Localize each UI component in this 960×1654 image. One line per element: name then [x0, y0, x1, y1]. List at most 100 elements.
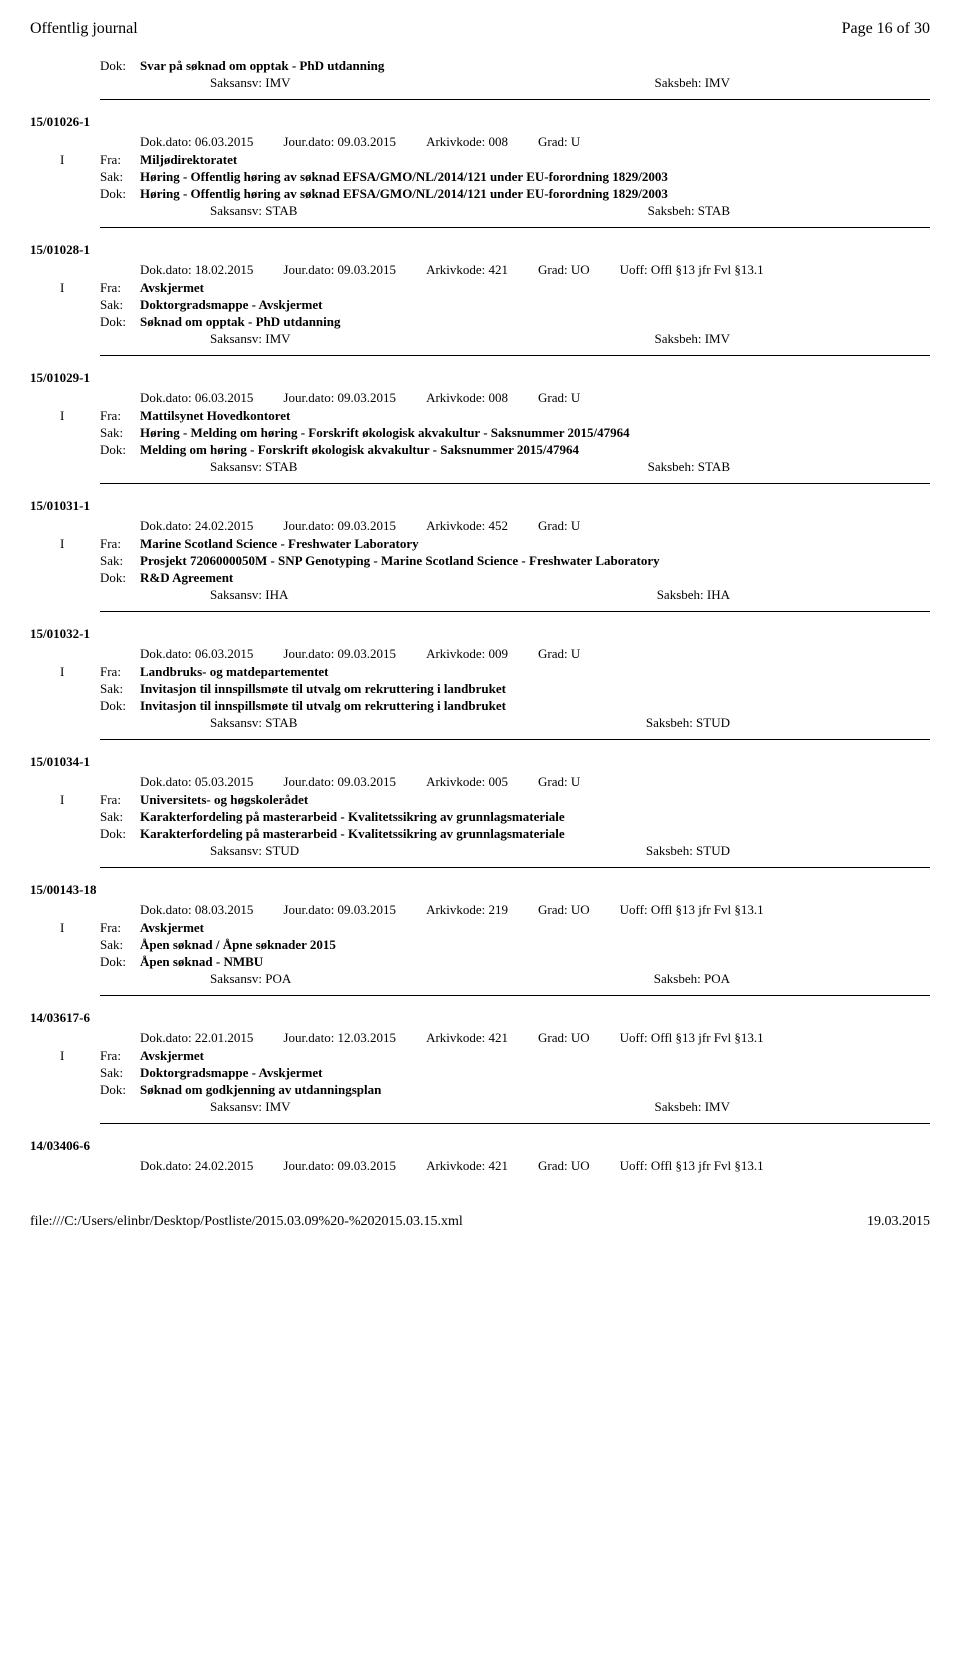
dok-label: Dok: [100, 442, 140, 458]
saksansv: Saksansv: STAB [210, 459, 297, 475]
page-footer: file:///C:/Users/elinbr/Desktop/Postlist… [30, 1214, 930, 1230]
sak-value: Høring - Offentlig høring av søknad EFSA… [140, 169, 930, 185]
arkivkode: Arkivkode: 421 [426, 262, 508, 278]
record-ref: 15/01026-1 [30, 114, 930, 130]
saksbeh: Saksbeh: IMV [655, 331, 730, 347]
saksansv: Saksansv: IMV [210, 1099, 291, 1115]
io-indicator: I [60, 1048, 64, 1064]
record: 15/01032-1 Dok.dato: 06.03.2015 Jour.dat… [30, 626, 930, 740]
entry-body: Fra:Miljødirektoratet Sak:Høring - Offen… [30, 152, 930, 219]
header-right: Page 16 of 30 [842, 20, 930, 38]
divider [100, 1123, 930, 1124]
dok-label: Dok: [100, 698, 140, 714]
sak-label: Sak: [100, 1065, 140, 1081]
io-indicator: I [60, 408, 64, 424]
io-indicator: I [60, 792, 64, 808]
jourdato: Jour.dato: 12.03.2015 [283, 1030, 396, 1046]
dok-value: Åpen søknad - NMBU [140, 954, 930, 970]
dok-label: Dok: [100, 954, 140, 970]
divider [100, 227, 930, 228]
fra-label: Fra: [100, 664, 140, 680]
uoff: Uoff: Offl §13 jfr Fvl §13.1 [620, 1030, 764, 1046]
record-ref: 15/01031-1 [30, 498, 930, 514]
io-indicator: I [60, 920, 64, 936]
record: 15/01028-1 Dok.dato: 18.02.2015 Jour.dat… [30, 242, 930, 356]
arkivkode: Arkivkode: 421 [426, 1030, 508, 1046]
jourdato: Jour.dato: 09.03.2015 [283, 902, 396, 918]
sak-label: Sak: [100, 297, 140, 313]
sak-label: Sak: [100, 681, 140, 697]
arkivkode: Arkivkode: 008 [426, 134, 508, 150]
uoff: Uoff: Offl §13 jfr Fvl §13.1 [620, 902, 764, 918]
grad: Grad: UO [538, 902, 590, 918]
fra-value: Miljødirektoratet [140, 152, 930, 168]
header-left: Offentlig journal [30, 20, 138, 38]
record-ref: 15/00143-18 [30, 882, 930, 898]
arkivkode: Arkivkode: 421 [426, 1158, 508, 1174]
record: 15/01034-1 Dok.dato: 05.03.2015 Jour.dat… [30, 754, 930, 868]
fra-value: Mattilsynet Hovedkontoret [140, 408, 930, 424]
meta-row: Dok.dato: 18.02.2015 Jour.dato: 09.03.20… [30, 262, 930, 278]
dok-value: Karakterfordeling på masterarbeid - Kval… [140, 826, 930, 842]
sak-value: Åpen søknad / Åpne søknader 2015 [140, 937, 930, 953]
fra-label: Fra: [100, 1048, 140, 1064]
grad: Grad: U [538, 134, 580, 150]
saksansv: Saksansv: STAB [210, 715, 297, 731]
record: 14/03617-6 Dok.dato: 22.01.2015 Jour.dat… [30, 1010, 930, 1124]
dokdato: Dok.dato: 24.02.2015 [140, 518, 253, 534]
arkivkode: Arkivkode: 005 [426, 774, 508, 790]
dok-label: Dok: [100, 1082, 140, 1098]
record-ref: 14/03406-6 [30, 1138, 930, 1154]
meta-row: Dok.dato: 22.01.2015 Jour.dato: 12.03.20… [30, 1030, 930, 1046]
record-ref: 14/03617-6 [30, 1010, 930, 1026]
arkivkode: Arkivkode: 009 [426, 646, 508, 662]
record-ref: 15/01028-1 [30, 242, 930, 258]
record: 15/01026-1 Dok.dato: 06.03.2015 Jour.dat… [30, 114, 930, 228]
meta-row: Dok.dato: 06.03.2015 Jour.dato: 09.03.20… [30, 646, 930, 662]
grad: Grad: UO [538, 1030, 590, 1046]
divider [100, 867, 930, 868]
arkivkode: Arkivkode: 008 [426, 390, 508, 406]
fra-label: Fra: [100, 536, 140, 552]
uoff: Uoff: Offl §13 jfr Fvl §13.1 [620, 1158, 764, 1174]
sak-label: Sak: [100, 553, 140, 569]
jourdato: Jour.dato: 09.03.2015 [283, 774, 396, 790]
divider [100, 355, 930, 356]
sak-label: Sak: [100, 169, 140, 185]
io-indicator: I [60, 152, 64, 168]
divider [100, 99, 930, 100]
dokdato: Dok.dato: 22.01.2015 [140, 1030, 253, 1046]
grad: Grad: U [538, 390, 580, 406]
jourdato: Jour.dato: 09.03.2015 [283, 518, 396, 534]
record: 14/03406-6 Dok.dato: 24.02.2015 Jour.dat… [30, 1138, 930, 1174]
dok-label: Dok: [100, 186, 140, 202]
saksansv: Saksansv: STAB [210, 203, 297, 219]
sak-value: Høring - Melding om høring - Forskrift ø… [140, 425, 930, 441]
footer-left: file:///C:/Users/elinbr/Desktop/Postlist… [30, 1214, 463, 1230]
record-ref: 15/01032-1 [30, 626, 930, 642]
divider [100, 995, 930, 996]
dokdato: Dok.dato: 05.03.2015 [140, 774, 253, 790]
saksbeh: Saksbeh: IMV [655, 1099, 730, 1115]
saksbeh: Saksbeh: STUD [646, 715, 730, 731]
divider [100, 739, 930, 740]
sak-value: Doktorgradsmappe - Avskjermet [140, 1065, 930, 1081]
meta-row: Dok.dato: 24.02.2015 Jour.dato: 09.03.20… [30, 1158, 930, 1174]
saksbeh: Saksbeh: IHA [657, 587, 730, 603]
meta-row: Dok.dato: 06.03.2015 Jour.dato: 09.03.20… [30, 390, 930, 406]
divider [100, 611, 930, 612]
sak-value: Karakterfordeling på masterarbeid - Kval… [140, 809, 930, 825]
dokdato: Dok.dato: 06.03.2015 [140, 134, 253, 150]
first-entry: Dok: Svar på søknad om opptak - PhD utda… [30, 58, 930, 91]
dokdato: Dok.dato: 24.02.2015 [140, 1158, 253, 1174]
footer-right: 19.03.2015 [867, 1214, 930, 1230]
page-header: Offentlig journal Page 16 of 30 [30, 20, 930, 38]
fra-label: Fra: [100, 408, 140, 424]
sak-value: Doktorgradsmappe - Avskjermet [140, 297, 930, 313]
jourdato: Jour.dato: 09.03.2015 [283, 646, 396, 662]
saksansv: Saksansv: IMV [210, 75, 291, 91]
saksbeh: Saksbeh: STUD [646, 843, 730, 859]
dok-label: Dok: [100, 314, 140, 330]
dok-value: Invitasjon til innspillsmøte til utvalg … [140, 698, 930, 714]
arkivkode: Arkivkode: 452 [426, 518, 508, 534]
